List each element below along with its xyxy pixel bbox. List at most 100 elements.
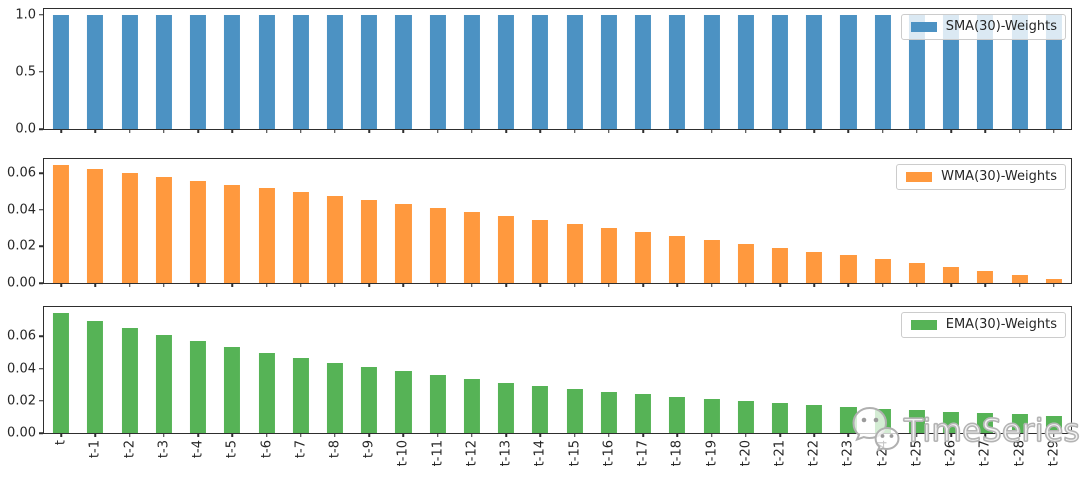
- bar-ema-t-25: [908, 410, 925, 433]
- y-tick-label: 0.02: [7, 238, 36, 254]
- y-tick-mark: [39, 367, 43, 370]
- y-tick-label: 0.04: [7, 202, 36, 218]
- x-tick-mark: [813, 283, 815, 287]
- bar-wma-t-12: [463, 212, 480, 283]
- bar-sma-t-19: [703, 14, 720, 129]
- bar-wma-t-7: [292, 192, 309, 283]
- bar-sma-t-6: [258, 14, 275, 129]
- x-tick-label: t-26: [943, 440, 959, 467]
- bar-wma-t-11: [429, 208, 446, 283]
- x-tick-mark: [402, 129, 405, 133]
- bar-wma-t-20: [737, 243, 754, 283]
- bar-sma-t-7: [292, 14, 309, 129]
- x-tick-mark: [231, 433, 234, 437]
- y-tick-mark: [39, 335, 43, 338]
- bar-sma-t-4: [190, 14, 207, 129]
- x-tick-mark: [368, 283, 370, 287]
- x-tick-mark: [573, 283, 576, 287]
- x-tick-mark: [334, 129, 336, 133]
- bar-sma-t-5: [224, 14, 241, 129]
- x-tick-mark: [1053, 283, 1055, 287]
- legend-ema: EMA(30)-Weights: [900, 312, 1066, 338]
- x-tick-mark: [1018, 129, 1021, 133]
- x-tick-mark: [1018, 283, 1021, 287]
- x-tick-label: t-2: [122, 440, 138, 459]
- x-tick-label: t-29: [1046, 440, 1062, 467]
- x-tick-mark: [505, 283, 507, 287]
- plot-area-wma: WMA(30)-Weights 0.00 0.02 0.04 0.06: [7, 158, 1072, 290]
- legend-label: SMA(30)-Weights: [945, 19, 1057, 34]
- x-tick-mark: [471, 283, 473, 287]
- bar-sma-t-16: [600, 14, 617, 129]
- subplot-sma-weights: SMA(30)-Weights 0.0 0.5 1.0: [0, 7, 1080, 136]
- bar-wma-t-16: [600, 227, 617, 283]
- x-tick-mark: [642, 283, 644, 287]
- x-tick-mark: [163, 433, 165, 437]
- x-tick-mark: [950, 129, 952, 133]
- bar-sma-t-18: [669, 14, 686, 129]
- x-tick-mark: [94, 433, 97, 437]
- bar-wma-t-22: [806, 251, 823, 283]
- y-tick-label: 0.00: [7, 425, 36, 441]
- x-tick-mark: [813, 129, 815, 133]
- bar-sma-t-12: [463, 14, 480, 129]
- bar-wma-t-6: [258, 188, 275, 283]
- x-tick-mark: [505, 433, 507, 437]
- bar-ema-t-6: [258, 352, 275, 433]
- bar-ema-t-18: [669, 396, 686, 433]
- bar-ema-t-14: [532, 385, 549, 433]
- x-tick-label: t-11: [430, 440, 446, 467]
- x-tick-label: t: [53, 440, 69, 446]
- x-tick-label: t-14: [532, 440, 548, 467]
- x-tick-mark: [368, 129, 370, 133]
- bar-ema-t-7: [292, 357, 309, 433]
- bar-sma-t-25: [908, 14, 925, 129]
- bar-wma-t-18: [669, 235, 686, 283]
- x-tick-label: t-23: [840, 440, 856, 467]
- bar-ema-t-9: [361, 367, 378, 433]
- x-tick-mark: [642, 129, 644, 133]
- bar-sma-t-8: [326, 14, 344, 129]
- x-tick-label: t-27: [977, 440, 993, 467]
- x-tick-mark: [847, 433, 850, 437]
- x-tick-mark: [608, 283, 610, 287]
- bar-wma-t: [53, 164, 70, 283]
- bar-ema-t-22: [806, 405, 823, 433]
- x-tick-mark: [265, 433, 268, 437]
- legend-swatch-icon: [910, 319, 937, 330]
- x-tick-mark: [402, 433, 405, 437]
- x-tick-mark: [128, 283, 131, 287]
- x-tick-mark: [1053, 433, 1055, 437]
- x-tick-mark: [745, 129, 747, 133]
- x-tick-mark: [881, 283, 884, 287]
- y-tick-mark: [39, 282, 43, 284]
- bar-ema-t-1: [87, 320, 104, 433]
- x-tick-mark: [710, 283, 713, 287]
- y-tick-label: 0.06: [7, 328, 36, 344]
- y-tick-label: 1.0: [15, 7, 36, 23]
- x-tick-mark: [539, 129, 542, 133]
- x-tick-label: t-24: [875, 440, 891, 467]
- x-tick-label: t-19: [704, 440, 720, 467]
- bar-sma-t-10: [395, 14, 412, 129]
- x-tick-mark: [881, 129, 884, 133]
- x-tick-mark: [300, 129, 302, 133]
- x-tick-mark: [539, 433, 542, 437]
- x-tick-mark: [1018, 433, 1021, 437]
- y-tick-mark: [39, 71, 43, 73]
- x-tick-mark: [984, 433, 987, 437]
- x-tick-mark: [539, 283, 542, 287]
- y-tick-mark: [39, 128, 43, 130]
- x-tick-label: t-10: [395, 440, 411, 467]
- x-tick-mark: [779, 433, 781, 437]
- bar-wma-t-27: [977, 271, 994, 283]
- legend-label: EMA(30)-Weights: [945, 317, 1057, 332]
- bar-wma-t-4: [190, 180, 207, 283]
- bar-wma-t-5: [224, 184, 241, 283]
- bar-ema-t-16: [600, 391, 617, 433]
- bar-wma-t-21: [771, 247, 789, 283]
- x-tick-mark: [813, 433, 815, 437]
- x-tick-mark: [916, 433, 918, 437]
- x-tick-mark: [300, 433, 302, 437]
